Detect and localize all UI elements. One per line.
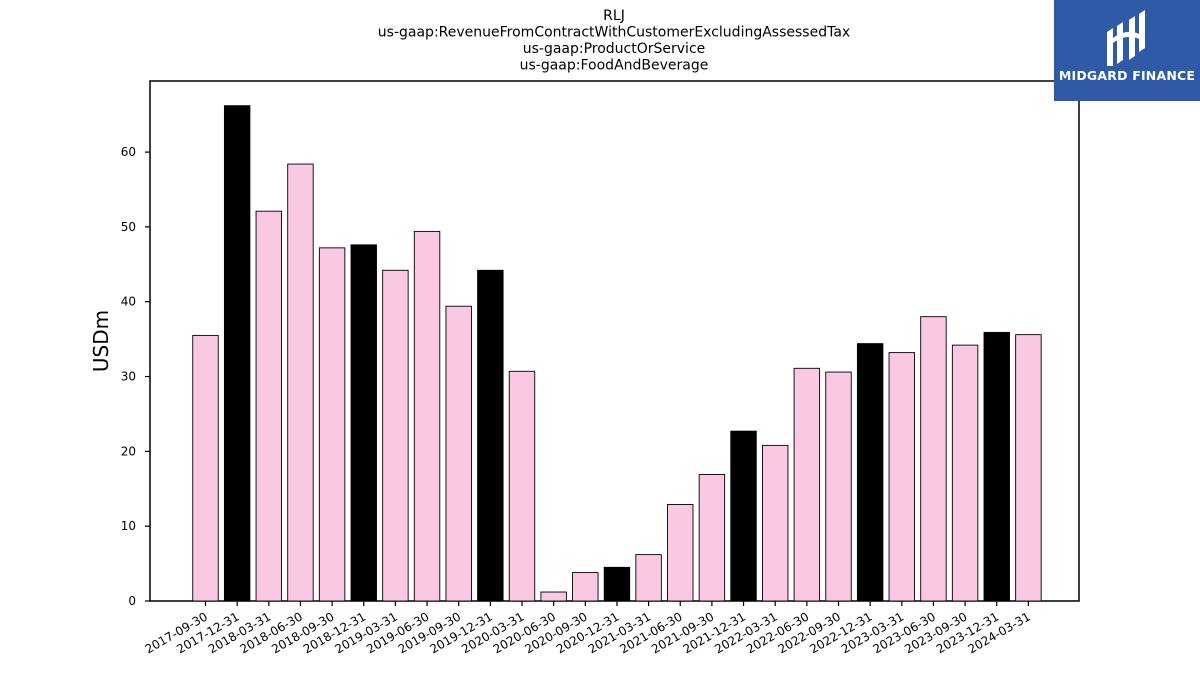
bar [856,343,884,602]
y-axis-label: USDm [89,310,113,372]
bar [635,554,662,602]
bar [382,269,409,602]
bar [1015,334,1042,602]
logo-mark-icon [1107,10,1145,66]
bar [572,572,599,602]
bar [730,430,757,602]
x-axis: 2017-09-302017-12-312018-03-312018-06-30… [143,601,1033,656]
y-tick-label: 0 [128,594,136,608]
bar [793,367,821,602]
bar [445,305,472,602]
bars-group [192,105,1042,602]
bar [951,344,979,602]
chart-title: RLJus-gaap:RevenueFromContractWithCustom… [378,8,850,74]
bar [255,210,282,602]
bar [888,352,915,602]
chart-title-line: us-gaap:FoodAndBeverage [520,58,709,74]
bar [540,591,567,602]
y-axis: 0 10 20 30 40 50 60 [121,145,150,608]
bar [477,269,504,602]
chart-title-line: RLJ [603,8,625,24]
bar [603,566,631,602]
bar [698,474,726,602]
midgard-finance-logo: MIDGARD FINANCE [1054,0,1200,101]
bar [413,230,441,602]
bar [350,244,377,602]
bar [762,444,789,602]
y-tick-label: 30 [121,370,136,384]
bar [825,371,852,602]
y-tick-label: 20 [121,444,136,458]
bar [287,163,314,602]
chart-title-line: us-gaap:ProductOrService [523,41,706,57]
bar [983,331,1010,602]
bar [223,105,251,602]
bar [318,247,346,602]
bar [667,504,694,602]
bar [508,370,536,602]
y-tick-label: 60 [121,145,136,159]
y-tick-label: 50 [121,220,136,234]
bar [192,334,219,602]
bar [920,316,947,602]
logo-text: MIDGARD FINANCE [1058,68,1196,83]
y-tick-label: 40 [121,295,136,309]
y-tick-label: 10 [121,519,136,533]
chart-title-line: us-gaap:RevenueFromContractWithCustomerE… [378,25,850,41]
